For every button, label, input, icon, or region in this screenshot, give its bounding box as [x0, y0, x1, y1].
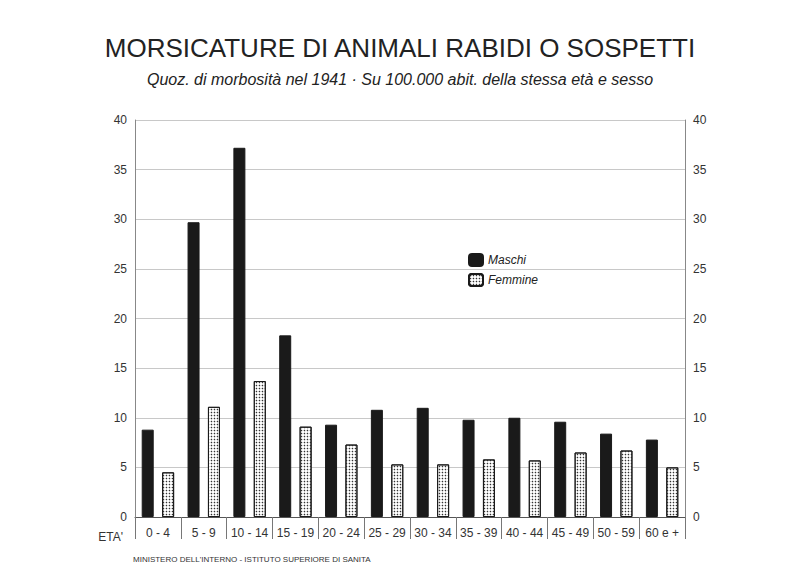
svg-text:15 - 19: 15 - 19: [277, 526, 315, 540]
svg-text:40: 40: [693, 113, 707, 127]
svg-text:0 - 4: 0 - 4: [146, 526, 170, 540]
svg-text:MINISTERO DELL'INTERNO - ISTIT: MINISTERO DELL'INTERNO - ISTITUTO SUPERI…: [133, 555, 371, 564]
svg-text:60 e +: 60 e +: [645, 526, 679, 540]
svg-text:10: 10: [114, 411, 128, 425]
svg-text:30: 30: [114, 212, 128, 226]
svg-text:25: 25: [693, 262, 707, 276]
svg-text:Maschi: Maschi: [488, 253, 526, 267]
svg-text:25 - 29: 25 - 29: [368, 526, 406, 540]
svg-text:35: 35: [693, 163, 707, 177]
svg-text:35: 35: [114, 163, 128, 177]
svg-text:5: 5: [120, 460, 127, 474]
svg-text:45 - 49: 45 - 49: [552, 526, 590, 540]
svg-text:20 - 24: 20 - 24: [323, 526, 361, 540]
svg-text:20: 20: [693, 312, 707, 326]
svg-text:50 - 59: 50 - 59: [598, 526, 636, 540]
svg-text:10 - 14: 10 - 14: [231, 526, 269, 540]
svg-text:40: 40: [114, 113, 128, 127]
svg-text:Femmine: Femmine: [488, 273, 538, 287]
svg-text:30: 30: [693, 212, 707, 226]
svg-text:15: 15: [114, 361, 128, 375]
svg-text:0: 0: [120, 510, 127, 524]
svg-text:MORSICATURE DI ANIMALI RABIDI: MORSICATURE DI ANIMALI RABIDI O SOSPETTI: [105, 33, 695, 63]
svg-text:Quoz. di morbosità nel 1941 ·: Quoz. di morbosità nel 1941 · Su 100.000…: [147, 71, 653, 88]
svg-text:5: 5: [693, 460, 700, 474]
svg-text:30 - 34: 30 - 34: [414, 526, 452, 540]
svg-text:40 - 44: 40 - 44: [506, 526, 544, 540]
svg-text:0: 0: [693, 510, 700, 524]
svg-text:25: 25: [114, 262, 128, 276]
svg-text:10: 10: [693, 411, 707, 425]
svg-text:5 - 9: 5 - 9: [192, 526, 216, 540]
svg-text:20: 20: [114, 312, 128, 326]
svg-text:ETA': ETA': [98, 530, 123, 544]
svg-text:15: 15: [693, 361, 707, 375]
svg-text:35 - 39: 35 - 39: [460, 526, 498, 540]
